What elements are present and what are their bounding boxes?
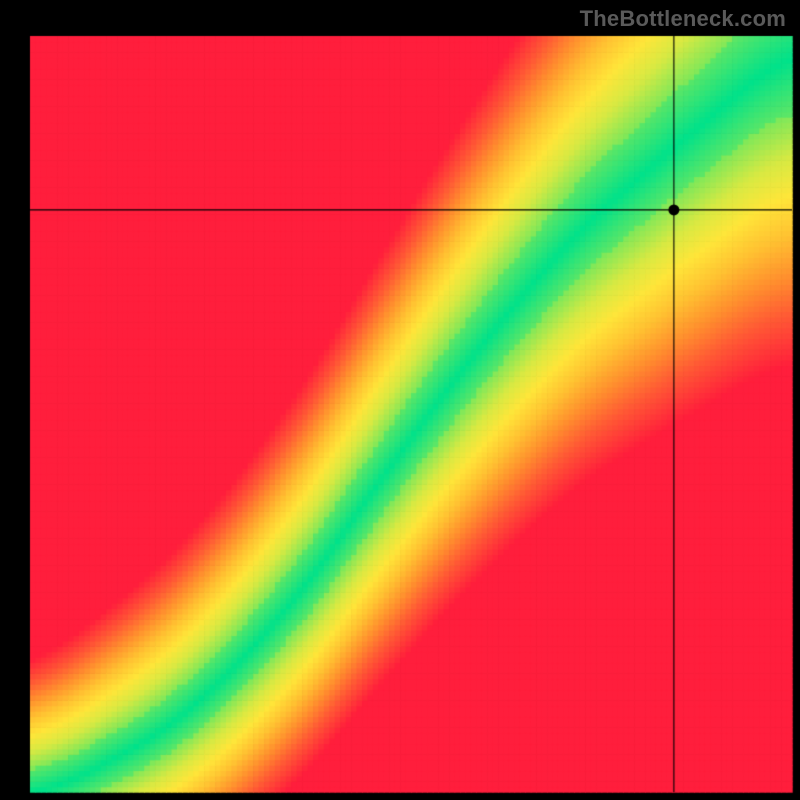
watermark-text: TheBottleneck.com (580, 6, 786, 32)
bottleneck-heatmap (0, 0, 800, 800)
